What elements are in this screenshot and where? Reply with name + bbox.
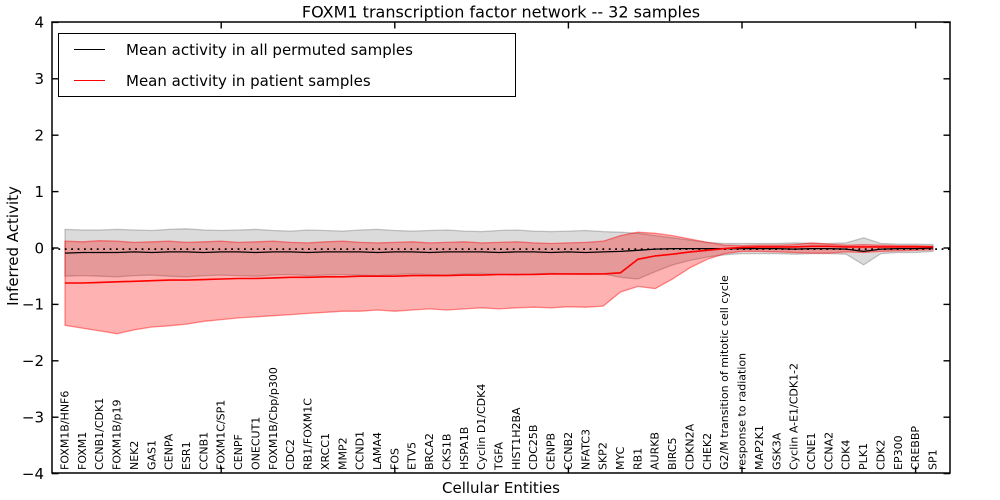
x-category-label: MMP2	[336, 437, 349, 470]
y-tick-label: −2	[22, 352, 44, 370]
x-category-label: CKS1B	[440, 434, 453, 470]
x-category-label: MYC	[614, 446, 627, 470]
x-category-label: CCND1	[354, 431, 367, 470]
legend-item-permuted: Mean activity in all permuted samples	[59, 35, 515, 65]
x-category-label: AURKB	[649, 432, 662, 470]
line-patient-mean	[65, 245, 933, 284]
x-category-label: CHEK2	[701, 433, 714, 470]
x-category-label: CCNB1	[197, 432, 210, 470]
x-category-label: FOXM1C/SP1	[215, 400, 228, 470]
x-category-label: CDK2	[874, 440, 887, 470]
y-axis-title: Inferred Activity	[4, 186, 22, 306]
x-category-label: CENPB	[545, 433, 558, 470]
x-category-label: CDK4	[840, 440, 853, 470]
x-category-label: CENPF	[232, 434, 245, 470]
x-category-label: BRCA2	[423, 433, 436, 470]
x-category-label: ONECUT1	[250, 417, 263, 470]
x-category-label: CENPA	[163, 433, 176, 470]
x-category-label: Cyclin D1/CDK4	[475, 384, 488, 470]
x-category-label: EP300	[892, 435, 905, 470]
x-category-label: TGFA	[493, 441, 506, 471]
y-tick-label: 4	[34, 14, 44, 32]
x-category-label: CCNA2	[822, 432, 835, 470]
x-category-label: CDKN2A	[684, 423, 697, 470]
x-category-label: CDC25B	[527, 425, 540, 470]
x-category-label: CCNE1	[805, 432, 818, 470]
x-category-label: SP1	[927, 449, 940, 470]
band-patient-activity-range	[64, 231, 934, 335]
x-category-label: CCNB1/CDK1	[93, 398, 106, 470]
legend-label-patient: Mean activity in patient samples	[126, 71, 371, 90]
y-tick-label: −4	[22, 465, 44, 483]
chart-title: FOXM1 transcription factor network -- 32…	[301, 2, 701, 22]
x-category-label: NFATC3	[579, 429, 592, 470]
x-category-label: SKP2	[597, 442, 610, 470]
x-category-label: Cyclin A-E1/CDK1-2	[788, 363, 801, 470]
y-tick-label: 0	[34, 239, 44, 257]
x-category-label: ESR1	[180, 441, 193, 470]
y-tick-label: 2	[34, 126, 44, 144]
x-category-label: RB1	[631, 448, 644, 470]
x-category-label: MAP2K1	[753, 425, 766, 470]
x-category-label: CDC2	[284, 439, 297, 470]
x-category-label: FOXM1B/HNF6	[59, 391, 72, 470]
x-category-label: LAMA4	[371, 432, 384, 470]
x-category-label: response to radiation	[736, 353, 749, 470]
x-category-label: HIST1H2BA	[510, 407, 523, 470]
x-axis-title: Cellular Entities	[442, 479, 560, 497]
x-category-label: G2/M transition of mitotic cell cycle	[718, 275, 731, 470]
x-category-label: GAS1	[145, 440, 158, 470]
x-category-label: FOXM1B/Cbp/p300	[267, 367, 280, 470]
x-category-label: FOXM1	[76, 432, 89, 470]
y-tick-label: −1	[22, 296, 44, 314]
permuted-line-swatch	[74, 49, 105, 50]
x-category-label: BIRC5	[666, 437, 679, 470]
x-category-label: FOS	[388, 448, 401, 470]
legend-box: Mean activity in all permuted samples Me…	[58, 33, 516, 97]
line-permuted-mean	[64, 247, 934, 254]
y-tick-label: 3	[34, 70, 44, 88]
band-permuted-activity-range	[64, 228, 934, 280]
legend-label-permuted: Mean activity in all permuted samples	[126, 40, 413, 59]
x-category-label: NEK2	[128, 441, 141, 470]
x-category-label: RB1/FOXM1C	[302, 398, 315, 470]
x-category-label: XRCC1	[319, 433, 332, 470]
x-category-label: HSPA1B	[458, 427, 471, 470]
x-category-label: FOXM1B/p19	[111, 399, 124, 470]
patient-line-swatch	[74, 80, 105, 81]
x-category-label: CCNB2	[562, 432, 575, 470]
x-category-label: PLK1	[857, 443, 870, 470]
y-tick-label: 1	[34, 183, 44, 201]
x-category-label: GSK3A	[770, 432, 783, 470]
legend-item-patient: Mean activity in patient samples	[59, 66, 515, 96]
x-category-label: CREBBP	[909, 426, 922, 470]
y-tick-label: −3	[22, 408, 44, 426]
x-category-label: ETV5	[406, 442, 419, 470]
